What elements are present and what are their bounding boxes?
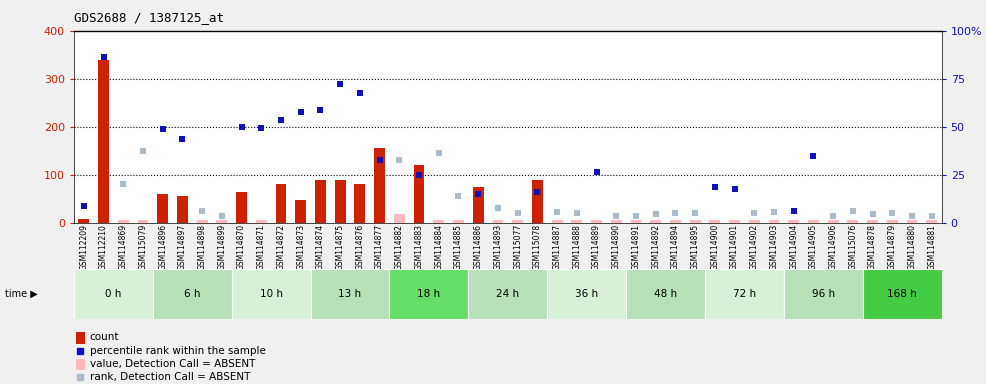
Bar xyxy=(137,220,148,223)
Text: GDS2688 / 1387125_at: GDS2688 / 1387125_at xyxy=(74,12,224,25)
Bar xyxy=(887,220,897,223)
Text: 72 h: 72 h xyxy=(733,289,756,299)
Bar xyxy=(98,60,108,223)
Text: 168 h: 168 h xyxy=(887,289,917,299)
Bar xyxy=(906,220,917,223)
Bar xyxy=(236,192,246,223)
Bar xyxy=(492,220,503,223)
Bar xyxy=(393,214,404,223)
Bar xyxy=(158,194,168,223)
Bar xyxy=(354,184,365,223)
Bar xyxy=(847,220,858,223)
Bar xyxy=(216,220,227,223)
Text: value, Detection Call = ABSENT: value, Detection Call = ABSENT xyxy=(90,359,255,369)
Bar xyxy=(610,220,621,223)
Bar xyxy=(232,269,311,319)
Bar xyxy=(433,220,444,223)
Bar xyxy=(749,220,759,223)
Bar xyxy=(705,269,784,319)
Text: rank, Detection Call = ABSENT: rank, Detection Call = ABSENT xyxy=(90,372,250,382)
Bar xyxy=(334,180,345,223)
Bar xyxy=(784,269,863,319)
Bar xyxy=(196,220,207,223)
Bar xyxy=(74,269,153,319)
Bar xyxy=(472,187,483,223)
Bar xyxy=(79,219,89,223)
Text: 10 h: 10 h xyxy=(259,289,283,299)
Bar xyxy=(867,220,878,223)
Bar xyxy=(571,220,582,223)
Bar xyxy=(531,180,542,223)
Text: time ▶: time ▶ xyxy=(5,289,37,299)
Bar xyxy=(709,220,720,223)
Bar xyxy=(729,220,740,223)
Text: 24 h: 24 h xyxy=(496,289,520,299)
Text: percentile rank within the sample: percentile rank within the sample xyxy=(90,346,265,356)
Bar xyxy=(255,220,266,223)
Text: 18 h: 18 h xyxy=(417,289,441,299)
Bar xyxy=(827,220,838,223)
Text: 36 h: 36 h xyxy=(575,289,599,299)
Bar xyxy=(176,196,187,223)
Bar xyxy=(808,220,818,223)
Bar xyxy=(311,269,389,319)
Bar xyxy=(669,220,680,223)
Bar xyxy=(153,269,232,319)
Bar xyxy=(374,148,385,223)
Text: 48 h: 48 h xyxy=(654,289,677,299)
Text: count: count xyxy=(90,332,119,342)
Text: 0 h: 0 h xyxy=(106,289,121,299)
Bar xyxy=(650,220,661,223)
Bar xyxy=(512,220,523,223)
Bar xyxy=(863,269,942,319)
Bar xyxy=(768,220,779,223)
Bar xyxy=(453,220,463,223)
Bar xyxy=(626,269,705,319)
Bar xyxy=(295,200,306,223)
Text: 6 h: 6 h xyxy=(184,289,200,299)
Bar xyxy=(551,220,562,223)
Bar xyxy=(118,220,128,223)
Text: 96 h: 96 h xyxy=(811,289,835,299)
Bar xyxy=(926,220,937,223)
Bar xyxy=(389,269,468,319)
Bar xyxy=(630,220,641,223)
Bar xyxy=(547,269,626,319)
Bar xyxy=(413,165,424,223)
Bar xyxy=(788,220,799,223)
Bar xyxy=(591,220,601,223)
Text: 13 h: 13 h xyxy=(338,289,362,299)
Bar xyxy=(76,359,85,371)
Bar xyxy=(76,332,85,344)
Bar xyxy=(275,184,286,223)
Bar xyxy=(689,220,700,223)
Bar xyxy=(315,180,325,223)
Bar xyxy=(468,269,547,319)
